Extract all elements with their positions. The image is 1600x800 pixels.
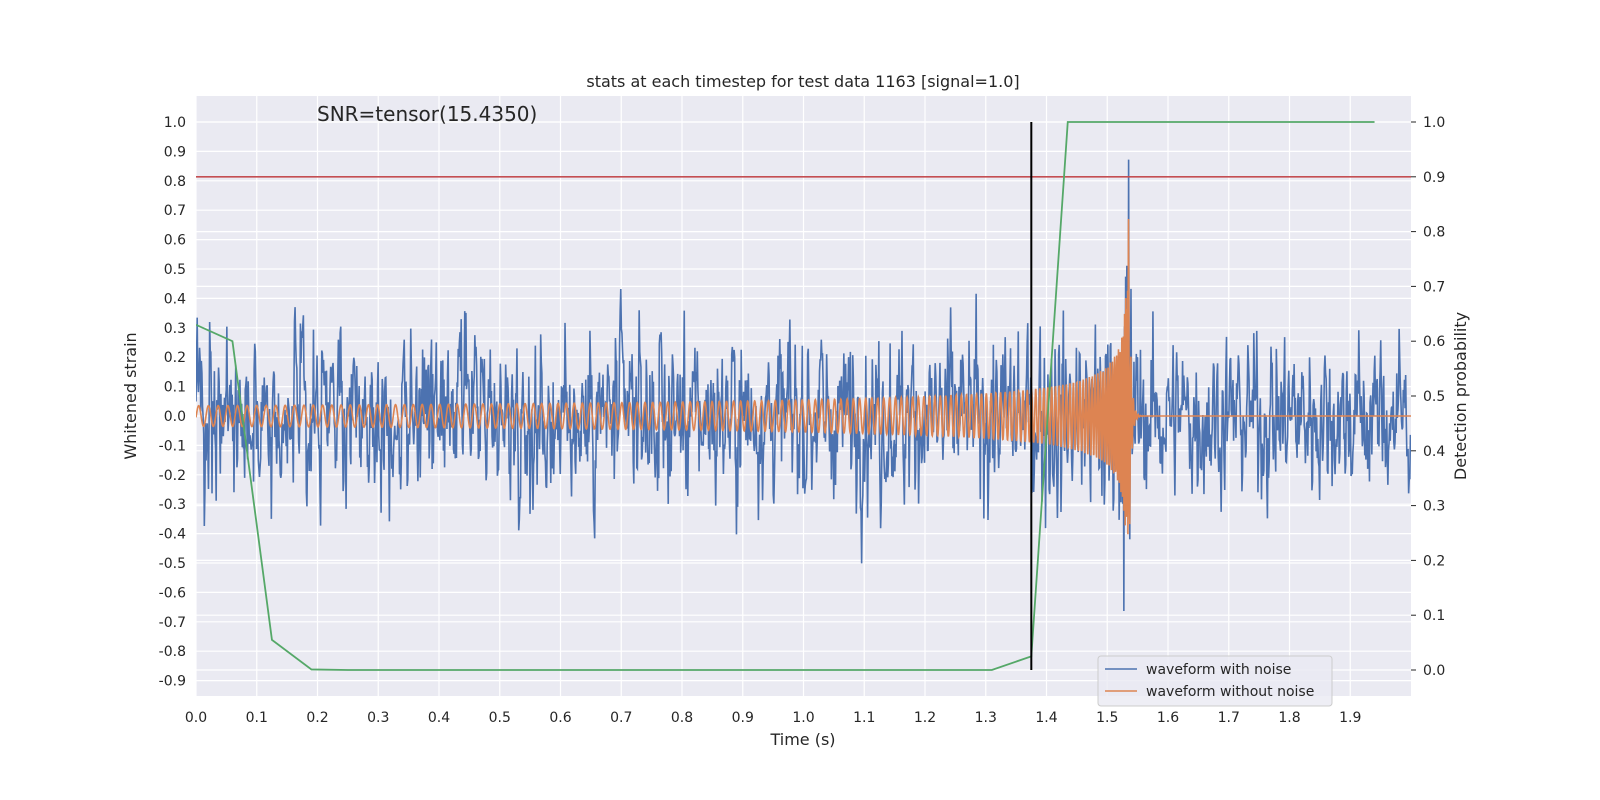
y2-tick-label: 0.7 [1423,279,1445,295]
legend-label-clean: waveform without noise [1146,684,1314,700]
x-tick-label: 1.7 [1218,710,1240,726]
y-tick-label: 0.2 [164,350,186,366]
y-tick-label: 1.0 [164,115,186,131]
y-tick-label: 0.3 [164,321,186,337]
y-tick-label: -0.7 [159,615,186,631]
x-tick-label: 0.6 [549,710,571,726]
y2-tick-label: 0.5 [1423,389,1445,405]
x-tick-label: 1.4 [1035,710,1057,726]
y2-tick-label: 0.8 [1423,225,1445,241]
x-tick-label: 1.3 [975,710,997,726]
y-tick-label: -0.6 [159,585,186,601]
legend-label-noise: waveform with noise [1146,662,1291,678]
y2-axis-label: Detection probability [1451,312,1470,480]
y-tick-label: -0.9 [159,674,186,690]
y-tick-label: 0.8 [164,174,186,190]
y-tick-label: 0.0 [164,409,186,425]
series-line-detection-probability [196,121,1375,671]
x-tick-label: 1.8 [1278,710,1300,726]
y2-tick-label: 0.2 [1423,553,1445,569]
y-tick-label: 0.7 [164,203,186,219]
series-line-waveform-without-noise [196,219,1411,535]
x-axis-label: Time (s) [769,730,835,749]
y-tick-label: -0.1 [159,438,186,454]
y2-axis-ticks: 1.0 0.9 0.8 0.7 0.6 0.5 0.4 0.3 0.2 0.1 0.0 [1411,115,1445,679]
x-tick-label: 1.2 [914,710,936,726]
x-tick-label: 0.9 [732,710,754,726]
x-tick-label: 0.0 [185,710,207,726]
y2-tick-label: 0.6 [1423,334,1445,350]
x-tick-label: 0.7 [610,710,632,726]
y2-tick-label: 1.0 [1423,115,1445,131]
y-axis-ticks: 1.0 0.9 0.8 0.7 0.6 0.5 0.4 0.3 0.2 0.1 0.0 -0.1 -0.… [159,115,186,690]
y-tick-label: 0.5 [164,262,186,278]
x-tick-label: 1.6 [1157,710,1179,726]
y-tick-label: 0.4 [164,291,186,307]
y-tick-label: -0.8 [159,644,186,660]
x-tick-label: 0.4 [428,710,450,726]
x-tick-label: 1.5 [1096,710,1118,726]
y2-tick-label: 0.3 [1423,499,1445,515]
y-tick-label: 0.1 [164,380,186,396]
chart-title: stats at each timestep for test data 116… [586,72,1019,91]
x-tick-label: 0.3 [367,710,389,726]
x-tick-label: 0.8 [671,710,693,726]
legend: waveform with noise waveform without noi… [1097,655,1333,707]
snr-annotation: SNR=tensor(15.4350) [317,102,537,126]
x-tick-label: 1.1 [853,710,875,726]
y2-tick-label: 0.1 [1423,608,1445,624]
y-tick-label: -0.2 [159,468,186,484]
legend-box [1097,655,1333,707]
y-axis-label: Whitened strain [121,332,140,459]
y-tick-label: -0.5 [159,556,186,572]
y2-tick-label: 0.4 [1423,444,1445,460]
x-tick-label: 1.9 [1339,710,1361,726]
y2-tick-label: 0.9 [1423,170,1445,186]
y-tick-label: -0.4 [159,527,186,543]
y-tick-label: -0.3 [159,497,186,513]
x-tick-label: 1.0 [792,710,814,726]
y2-tick-label: 0.0 [1423,663,1445,679]
x-tick-label: 0.5 [489,710,511,726]
y-tick-label: 0.6 [164,233,186,249]
x-tick-label: 0.2 [306,710,328,726]
x-axis-ticks: 0.0 0.1 0.2 0.3 0.4 0.5 0.6 0.7 0.8 0.9 1.0 1.1 1.2 1… [185,710,1362,726]
x-tick-label: 0.1 [246,710,268,726]
y-tick-label: 0.9 [164,144,186,160]
